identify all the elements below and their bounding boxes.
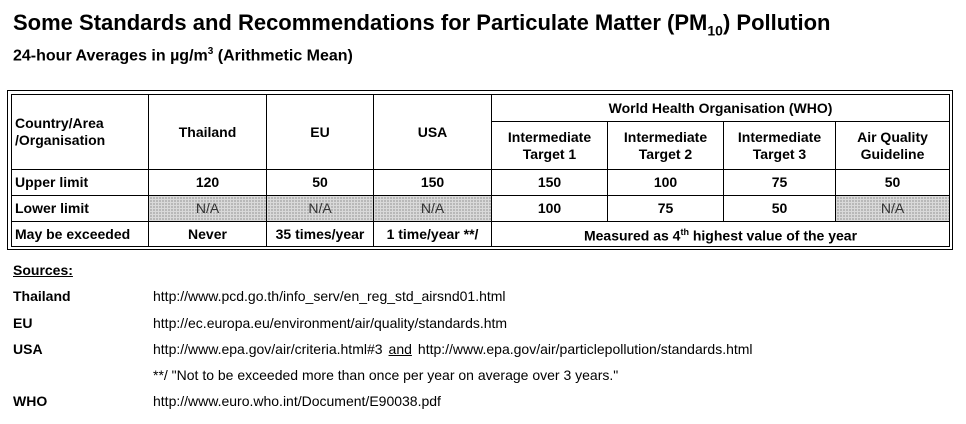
table-cell: 50 (835, 169, 950, 196)
table-cell: 100 (491, 195, 608, 222)
title-subscript: 10 (707, 22, 723, 39)
header-who: World Health Organisation (WHO) (491, 94, 950, 122)
table-cell: 150 (491, 169, 608, 196)
table-row-lower: Lower limit N/A N/A N/A 100 75 50 N/A (11, 195, 950, 222)
title-text-end: ) Pollution (722, 10, 831, 35)
subtitle-superscript: 3 (207, 46, 214, 57)
table-cell-na: N/A (148, 195, 267, 222)
source-line-usa: http://www.epa.gov/air/criteria.html#3 an… (153, 341, 753, 357)
table-subheader-row: Intermediate Target 1 Intermediate Targe… (12, 121, 950, 170)
source-url-usa-pm[interactable]: http://www.epa.gov/air/particlepollution… (417, 341, 753, 357)
table-cell: 35 times/year (266, 221, 374, 247)
table-cell: 75 (723, 169, 836, 196)
table-cell: 75 (607, 195, 724, 222)
subtitle-text: 24-hour Averages in µg/m (13, 47, 208, 65)
title-text: Some Standards and Recommendations for P… (13, 10, 708, 35)
table-cell: 50 (723, 195, 836, 222)
table-header-row: Country/Area /Organisation Thailand EU U… (11, 94, 950, 170)
source-label-eu: EU (13, 315, 33, 331)
source-url-usa-criteria[interactable]: http://www.epa.gov/air/criteria.html#3 (153, 341, 383, 357)
header-thailand: Thailand (148, 94, 267, 170)
source-url-thailand[interactable]: http://www.pcd.go.th/info_serv/en_reg_st… (153, 288, 506, 304)
standards-table: Country/Area /Organisation Thailand EU U… (11, 94, 950, 247)
source-and: and (388, 341, 412, 357)
subtitle-text-end: (Arithmetic Mean) (213, 47, 353, 65)
table-cell: 100 (607, 169, 724, 196)
header-eu: EU (266, 94, 374, 170)
table-cell-na: N/A (835, 195, 950, 222)
table-cell: 50 (266, 169, 374, 196)
who-exceeded-superscript: th (680, 226, 689, 237)
table-cell: 120 (148, 169, 267, 196)
source-url-who[interactable]: http://www.euro.who.int/Document/E90038.… (153, 393, 441, 409)
table-cell-who-exceeded: Measured as 4th highest value of the yea… (491, 221, 950, 247)
table-cell: 1 time/year **/ (373, 221, 492, 247)
table-cell: Never (148, 221, 267, 247)
usa-footnote: **/ "Not to be exceeded more than once p… (153, 367, 619, 383)
who-exceeded-text: Measured as 4 (583, 227, 681, 244)
page-subtitle: 24-hour Averages in µg/m3 (Arithmetic Me… (13, 46, 353, 65)
row-label-exceeded: May be exceeded (11, 221, 149, 247)
header-aqg: Air Quality Guideline (835, 121, 950, 170)
row-label-upper: Upper limit (11, 169, 149, 196)
row-label-lower: Lower limit (11, 195, 149, 222)
source-label-thailand: Thailand (13, 288, 71, 304)
table-cell: 150 (373, 169, 492, 196)
standards-table-frame: Country/Area /Organisation Thailand EU U… (7, 90, 953, 250)
header-it1: Intermediate Target 1 (491, 121, 608, 170)
table-row-exceeded: May be exceeded Never 35 times/year 1 ti… (11, 221, 950, 247)
header-it3: Intermediate Target 3 (723, 121, 836, 170)
table-cell-na: N/A (373, 195, 492, 222)
source-label-usa: USA (13, 341, 43, 357)
table-cell-na: N/A (266, 195, 374, 222)
header-country: Country/Area /Organisation (11, 94, 149, 170)
header-it2: Intermediate Target 2 (607, 121, 724, 170)
page-title: Some Standards and Recommendations for P… (13, 10, 830, 38)
source-label-who: WHO (13, 393, 48, 409)
source-url-eu[interactable]: http://ec.europa.eu/environment/air/qual… (153, 315, 508, 331)
header-usa: USA (373, 94, 492, 170)
table-row-upper: Upper limit 120 50 150 150 100 75 50 (11, 169, 950, 196)
sources-heading: Sources: (13, 262, 73, 278)
who-exceeded-text-end: highest value of the year (688, 227, 858, 244)
